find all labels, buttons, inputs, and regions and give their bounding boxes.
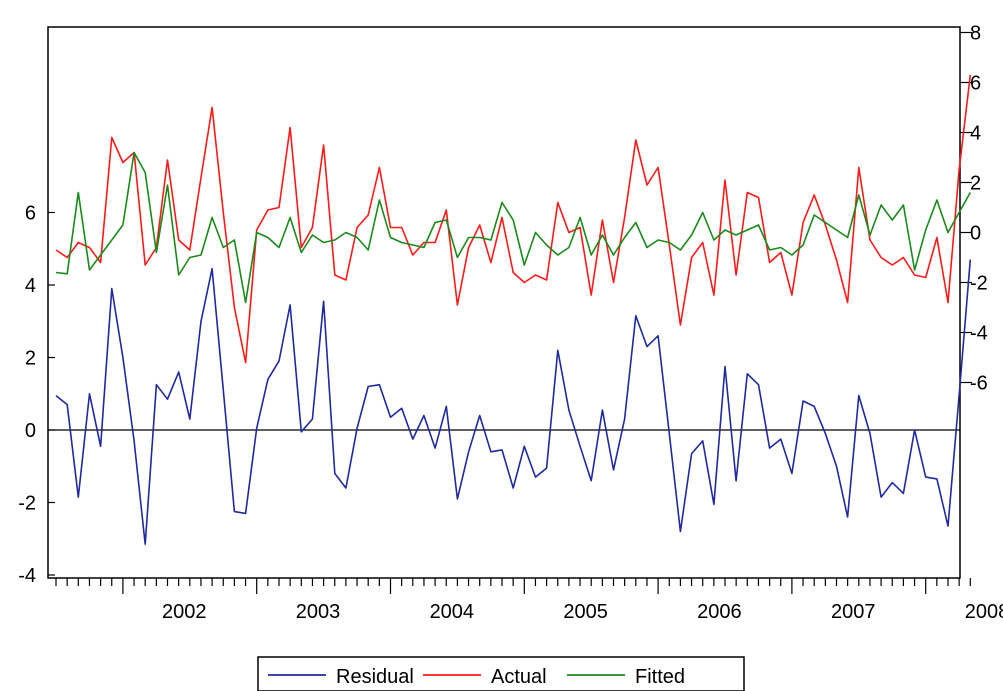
legend-box [257, 656, 745, 691]
series-line-residual [55, 259, 972, 546]
right-tick-label: 0 [970, 223, 981, 245]
right-tick-label: -2 [970, 273, 988, 295]
right-axis: -6 -4 -2 0 2 4 6 8 [960, 23, 988, 395]
x-tick-label: 2008 [965, 601, 1003, 623]
left-tick-label: 6 [25, 203, 36, 225]
x-tick-label: 2005 [563, 601, 608, 623]
left-tick-label: 0 [25, 420, 36, 442]
series-lines [55, 74, 972, 546]
left-axis: -4 -2 0 2 4 6 [18, 203, 55, 587]
x-tick-label: 2003 [296, 601, 341, 623]
legend-label-actual: Actual [491, 666, 547, 688]
series-line-fitted [55, 151, 971, 304]
plot-frame [47, 26, 961, 579]
right-tick-label: 8 [970, 23, 981, 45]
left-tick-label: -2 [18, 493, 36, 515]
right-tick-label: 2 [970, 173, 981, 195]
legend-label-fitted: Fitted [635, 666, 685, 688]
legend: Residual Actual Fitted [257, 656, 745, 691]
x-tick-label: 2006 [697, 601, 742, 623]
right-tick-label: -6 [970, 373, 988, 395]
left-tick-label: -4 [18, 565, 36, 587]
x-tick-label: 2004 [430, 601, 475, 623]
legend-label-residual: Residual [336, 666, 414, 688]
right-tick-label: 6 [970, 73, 981, 95]
x-tick-label: 2007 [831, 601, 876, 623]
left-tick-label: 2 [25, 348, 36, 370]
series-line-actual [55, 74, 972, 364]
x-tick-label: 2002 [162, 601, 207, 623]
x-axis: 2002 2003 2004 2005 2006 2007 2008 [55, 578, 1003, 623]
left-tick-label: 4 [25, 275, 36, 297]
right-tick-label: 4 [970, 123, 981, 145]
right-tick-label: -4 [970, 323, 988, 345]
